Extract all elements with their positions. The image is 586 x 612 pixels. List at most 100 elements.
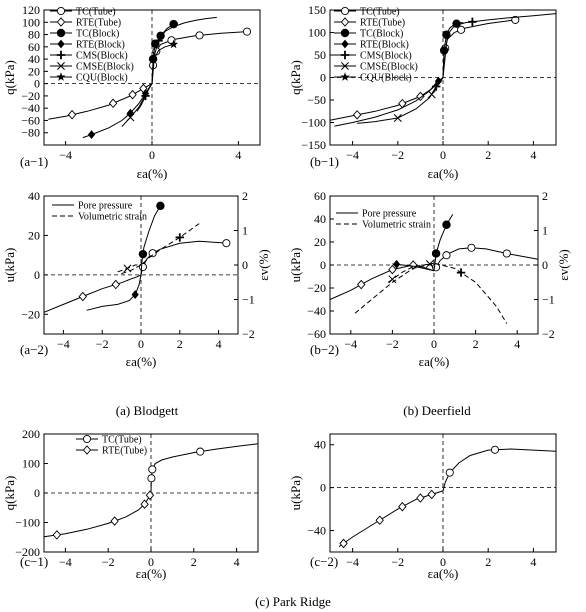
y-axis-label: u(kPa) bbox=[288, 248, 303, 283]
y-tick-label: −40 bbox=[307, 304, 326, 318]
panel-c2-pore-pressure: −4 −2 0 2 4 −40 0 40 εa(%) u(kPa) (c−2) bbox=[288, 433, 557, 581]
panel-b2-pore-pressure: −4 −2 0 2 4−60−40−200204060−2−1012εa(%)u(kPa… bbox=[288, 189, 571, 369]
panel-label: (c−1) bbox=[20, 554, 48, 569]
legend-label: RTE(Tube) bbox=[360, 18, 405, 29]
x-tick-label: 2 bbox=[485, 555, 491, 569]
y-axis-label: u(kPa) bbox=[2, 248, 17, 283]
x-tick-label: 4 bbox=[530, 555, 536, 569]
legend-marker bbox=[341, 39, 349, 49]
x-tick-label: −2 bbox=[96, 337, 109, 351]
legend: TC(Tube)RTE(Tube)TC(Block)RTE(Block)CMS(… bbox=[50, 7, 134, 84]
legend-label: CMSE(Block) bbox=[76, 62, 134, 73]
data-point bbox=[388, 264, 397, 275]
y-tick-label: −200 bbox=[15, 545, 40, 559]
data-point bbox=[141, 91, 150, 101]
data-point bbox=[416, 493, 425, 503]
data-point bbox=[138, 262, 147, 272]
legend-label: CQU(Block) bbox=[360, 73, 412, 84]
data-point bbox=[398, 501, 407, 512]
series-line-1 bbox=[140, 240, 229, 276]
legend: TC(Tube)RTE(Tube) bbox=[76, 435, 147, 457]
legend-label: TC(Tube) bbox=[360, 7, 400, 18]
x-tick-label: 0 bbox=[149, 148, 155, 162]
y2-tick-label: 0 bbox=[542, 258, 548, 272]
legend-label: RTE(Block) bbox=[76, 40, 125, 51]
panel-a1-q-vs-axial-strain: −4 0 4−80−60−40−20020406080100120εa(%)q(kP… bbox=[2, 3, 261, 181]
x-axis-label: εa(%) bbox=[136, 566, 167, 581]
data-point bbox=[52, 530, 62, 540]
series-line-1 bbox=[43, 492, 152, 538]
legend-label: RTE(Block) bbox=[360, 40, 409, 51]
legend-label: RTE(Tube) bbox=[102, 446, 147, 457]
y2-tick-label: −1 bbox=[242, 293, 255, 307]
series-line-4 bbox=[121, 223, 200, 275]
x-tick-label: −2 bbox=[391, 555, 404, 569]
panel-label: (b−1) bbox=[310, 154, 339, 169]
y-tick-label: 0 bbox=[34, 77, 40, 91]
series-line-2 bbox=[140, 205, 161, 275]
panel-label: (b−2) bbox=[310, 342, 339, 357]
x-tick-label: −2 bbox=[386, 337, 399, 351]
data-point bbox=[138, 249, 148, 259]
data-point bbox=[67, 109, 77, 120]
x-tick-label: −2 bbox=[391, 148, 404, 162]
data-point bbox=[145, 490, 155, 500]
data-point bbox=[442, 220, 451, 229]
data-point bbox=[111, 279, 120, 290]
y-tick-label: −20 bbox=[21, 89, 40, 103]
data-point bbox=[445, 468, 454, 477]
x-tick-label: 2 bbox=[191, 555, 197, 569]
y-axis-label: u(kPa) bbox=[288, 476, 303, 511]
y-tick-label: −20 bbox=[21, 307, 40, 321]
data-point bbox=[108, 98, 118, 109]
data-point bbox=[425, 260, 434, 268]
y-tick-label: −40 bbox=[21, 101, 40, 115]
series-line-5 bbox=[357, 77, 444, 124]
y-tick-label: 80 bbox=[28, 28, 40, 42]
legend-label: Pore pressure bbox=[362, 209, 417, 220]
y-tick-label: 0 bbox=[34, 486, 40, 500]
series-line-4 bbox=[354, 262, 508, 324]
data-point bbox=[339, 538, 348, 549]
caption-a: (a) Blodgett bbox=[116, 403, 179, 418]
x-tick-label: 0 bbox=[440, 148, 446, 162]
data-point bbox=[148, 465, 157, 474]
caption-c: (c) Park Ridge bbox=[255, 594, 331, 609]
y-tick-label: 0 bbox=[320, 71, 326, 85]
legend-label: RTE(Tube) bbox=[76, 18, 121, 29]
legend-label: TC(Tube) bbox=[102, 435, 142, 446]
legend-marker bbox=[340, 6, 350, 16]
data-point bbox=[431, 249, 441, 258]
y2-tick-label: 0 bbox=[242, 258, 248, 272]
data-point bbox=[148, 249, 157, 258]
data-point bbox=[502, 249, 511, 258]
y-tick-label: −100 bbox=[301, 116, 326, 130]
series-line-3 bbox=[86, 274, 142, 311]
data-point bbox=[110, 516, 119, 526]
data-point bbox=[457, 25, 466, 34]
y-tick-label: 100 bbox=[22, 457, 40, 471]
data-point bbox=[442, 251, 451, 260]
legend-marker bbox=[56, 6, 66, 16]
y-tick-label: −60 bbox=[21, 113, 40, 127]
y-tick-label: 120 bbox=[22, 3, 40, 17]
legend-marker bbox=[56, 50, 66, 60]
y2-axis-label: εv(%) bbox=[556, 249, 571, 280]
legend-label: Pore pressure bbox=[78, 201, 133, 212]
panel-label: (c−2) bbox=[310, 554, 338, 569]
y2-tick-label: 1 bbox=[242, 224, 248, 238]
series-line-1 bbox=[442, 448, 557, 492]
data-point bbox=[156, 201, 165, 211]
series-line-0 bbox=[442, 19, 516, 78]
data-point bbox=[375, 515, 384, 526]
x-tick-label: −4 bbox=[57, 337, 70, 351]
legend-marker bbox=[57, 39, 65, 49]
series-line-3 bbox=[334, 77, 444, 127]
x-tick-label: 4 bbox=[234, 555, 240, 569]
x-tick-label: −4 bbox=[346, 148, 359, 162]
legend-label: CMSE(Block) bbox=[360, 62, 418, 73]
series-line-5 bbox=[387, 262, 435, 283]
data-point bbox=[222, 239, 231, 248]
data-point bbox=[388, 275, 397, 284]
series-line-3 bbox=[82, 83, 153, 139]
